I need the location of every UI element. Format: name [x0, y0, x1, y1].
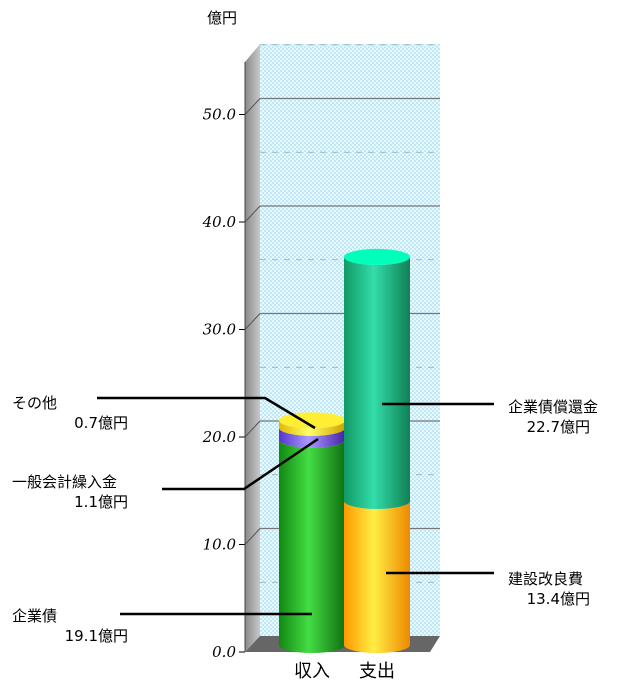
left-wall: [245, 44, 260, 652]
x-category-label: 収入: [294, 661, 330, 682]
series-name-label: 企業債: [12, 607, 57, 625]
cylinder-segment: [344, 248, 410, 509]
y-tick-label: 40.0: [202, 213, 237, 231]
y-tick-label: 10.0: [203, 536, 237, 554]
gridline-side: [244, 420, 261, 438]
series-value-label: 0.7億円: [74, 414, 128, 432]
cylinder-segment: [279, 412, 345, 436]
gridline-side: [244, 98, 261, 115]
y-tick-label: 30.0: [203, 321, 237, 339]
series-name-label: 企業債償還金: [508, 398, 598, 416]
series-value-label: 13.4億円: [527, 590, 590, 608]
cylinder-top: [344, 248, 410, 265]
x-category-label: 支出: [359, 661, 395, 682]
series-name-label: 一般会計繰入金: [12, 473, 117, 491]
cylinder-body: [279, 439, 345, 653]
cylinder-body: [279, 420, 345, 436]
y-axis-unit-label: 億円: [207, 9, 237, 27]
cylinder-body: [344, 500, 410, 653]
cylinder-segment: [279, 427, 345, 448]
series-value-label: 22.7億円: [527, 418, 590, 436]
cylinder-segment: [279, 439, 345, 653]
series-name-label: その他: [12, 394, 57, 412]
leader-line: [162, 437, 319, 491]
gridline-side: [244, 313, 261, 330]
cylinder-segment: [344, 500, 410, 653]
y-tick-label: 20.0: [202, 428, 237, 446]
cylinder-body: [344, 256, 410, 509]
gridline-side: [244, 205, 261, 223]
leader-line: [97, 396, 316, 430]
series-value-label: 1.1億円: [74, 493, 128, 511]
series-value-label: 19.1億円: [65, 627, 128, 645]
y-tick-label: 0.0: [212, 643, 236, 661]
cylinder-body: [279, 427, 345, 448]
y-tick-label: 50.0: [203, 106, 237, 124]
gridline-side: [244, 528, 261, 545]
series-name-label: 建設改良費: [508, 570, 583, 588]
